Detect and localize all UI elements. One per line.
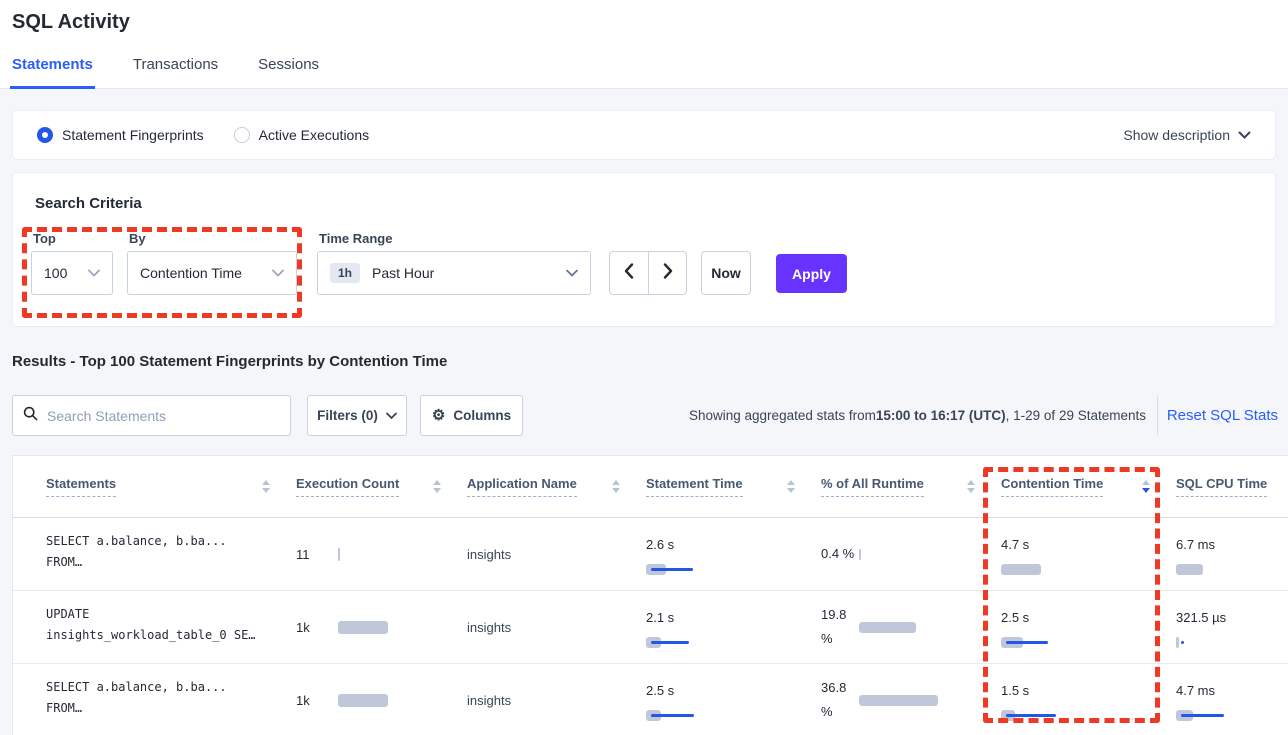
radio-selected-icon[interactable] <box>37 127 53 143</box>
columns-button[interactable]: ⚙ Columns <box>420 395 523 436</box>
table-row: UPDATE insights_workload_table_0 SE… 1k … <box>13 591 1288 664</box>
execution-count-cell: 1k <box>296 664 467 735</box>
contention-time-cell: 4.7 s <box>1001 518 1176 590</box>
time-range-badge: 1h <box>330 263 361 283</box>
table-header-row: Statements Execution Count Application N… <box>13 456 1288 518</box>
sort-icon[interactable] <box>262 480 270 493</box>
column-header-sql-cpu-time[interactable]: SQL CPU Time <box>1176 456 1288 517</box>
next-time-range-button[interactable] <box>648 252 686 294</box>
statements-table: Statements Execution Count Application N… <box>12 455 1288 735</box>
chevron-down-icon <box>1238 131 1251 140</box>
results-heading: Results - Top 100 Statement Fingerprints… <box>12 353 448 370</box>
contention-time-cell: 2.5 s <box>1001 591 1176 663</box>
sort-icon[interactable] <box>612 480 620 493</box>
column-header-statement-time[interactable]: Statement Time <box>646 456 821 517</box>
pct-runtime-bar <box>859 621 969 633</box>
sql-cpu-time-cell: 321.5 µs <box>1176 591 1288 663</box>
statement-link[interactable]: SELECT a.balance, b.ba... FROM… <box>46 680 227 715</box>
application-name-cell: insights <box>467 546 512 562</box>
sql-cpu-time-bar <box>1176 637 1286 648</box>
column-header-statements[interactable]: Statements <box>46 456 296 517</box>
radio-unselected-icon[interactable] <box>233 127 250 143</box>
chevron-right-icon <box>663 262 673 284</box>
sort-icon[interactable] <box>787 480 795 493</box>
sort-icon-active-desc[interactable] <box>1142 480 1150 493</box>
previous-time-range-button[interactable] <box>610 252 648 294</box>
pct-runtime-cell: 0.4 % <box>821 518 1001 590</box>
pct-runtime-cell: 19.8 % <box>821 591 1001 663</box>
tab-statements[interactable]: Statements <box>10 56 95 89</box>
pct-runtime-bar <box>859 548 969 560</box>
execution-count-bar <box>338 547 448 561</box>
search-criteria-title: Search Criteria <box>35 195 142 212</box>
statement-time-cell: 2.5 s <box>646 664 821 735</box>
contention-time-cell: 1.5 s <box>1001 664 1176 735</box>
application-name-cell: insights <box>467 619 512 635</box>
statement-time-bar <box>646 710 756 721</box>
by-label: By <box>129 231 146 246</box>
view-toggle-bar: Statement Fingerprints Active Executions… <box>12 110 1276 160</box>
table-toolbar: Filters (0) ⚙ Columns Showing aggregated… <box>12 395 1278 436</box>
sort-icon[interactable] <box>433 480 441 493</box>
statement-time-cell: 2.6 s <box>646 518 821 590</box>
chevron-down-icon <box>88 269 100 277</box>
application-name-cell: insights <box>467 692 512 708</box>
execution-count-cell: 11 <box>296 518 467 590</box>
by-select[interactable]: Contention Time <box>127 251 297 295</box>
contention-time-bar <box>1001 710 1111 721</box>
statement-time-bar <box>646 637 756 648</box>
contention-time-bar <box>1001 564 1111 575</box>
execution-count-cell: 1k <box>296 591 467 663</box>
toolbar-divider <box>1157 396 1158 435</box>
pct-runtime-bar <box>859 694 969 706</box>
table-row: SELECT a.balance, b.ba... FROM… 11 insig… <box>13 518 1288 591</box>
search-criteria-card: Search Criteria Top 100 By Contention Ti… <box>12 172 1276 327</box>
pct-runtime-cell: 36.8 % <box>821 664 1001 735</box>
time-range-select[interactable]: 1h Past Hour <box>317 251 591 295</box>
show-description-toggle[interactable]: Show description <box>1123 127 1251 143</box>
statement-link[interactable]: UPDATE insights_workload_table_0 SE… <box>46 607 256 642</box>
time-range-pager <box>609 251 687 295</box>
tab-bar: Statements Transactions Sessions <box>10 56 321 89</box>
top-select[interactable]: 100 <box>31 251 113 295</box>
column-header-execution-count[interactable]: Execution Count <box>296 456 467 517</box>
chevron-down-icon <box>272 269 284 277</box>
sql-cpu-time-bar <box>1176 564 1286 575</box>
apply-button[interactable]: Apply <box>776 254 847 293</box>
chevron-down-icon <box>385 408 397 423</box>
statement-time-bar <box>646 564 756 575</box>
search-statements-field[interactable] <box>12 395 291 436</box>
column-header-application-name[interactable]: Application Name <box>467 456 646 517</box>
radio-statement-fingerprints[interactable]: Statement Fingerprints <box>37 127 204 143</box>
search-input[interactable] <box>47 407 280 424</box>
page-header: SQL Activity Statements Transactions Ses… <box>0 0 1288 89</box>
page-title: SQL Activity <box>12 11 130 33</box>
contention-time-bar <box>1001 637 1111 648</box>
top-label: Top <box>33 231 56 246</box>
tab-sessions[interactable]: Sessions <box>258 56 320 73</box>
sql-cpu-time-cell: 4.7 ms <box>1176 664 1288 735</box>
aggregated-stats-text: Showing aggregated stats from 15:00 to 1… <box>689 408 1146 423</box>
chevron-left-icon <box>624 262 634 284</box>
sql-cpu-time-bar <box>1176 710 1286 721</box>
execution-count-bar <box>338 693 448 707</box>
search-icon <box>23 406 38 426</box>
statement-time-cell: 2.1 s <box>646 591 821 663</box>
filters-button[interactable]: Filters (0) <box>307 395 407 436</box>
statement-link[interactable]: SELECT a.balance, b.ba... FROM… <box>46 534 227 569</box>
table-row: SELECT a.balance, b.ba... FROM… 1k insig… <box>13 664 1288 735</box>
time-range-label: Time Range <box>319 231 393 246</box>
tab-transactions[interactable]: Transactions <box>132 56 219 73</box>
now-button[interactable]: Now <box>701 251 751 295</box>
reset-sql-stats-link[interactable]: Reset SQL Stats <box>1166 407 1278 424</box>
gear-icon: ⚙ <box>431 407 446 424</box>
column-header-pct-runtime[interactable]: % of All Runtime <box>821 456 1001 517</box>
execution-count-bar <box>338 620 448 634</box>
radio-active-executions[interactable]: Active Executions <box>233 127 369 143</box>
sort-icon[interactable] <box>967 480 975 493</box>
sql-cpu-time-cell: 6.7 ms <box>1176 518 1288 590</box>
column-header-contention-time[interactable]: Contention Time <box>1001 456 1176 517</box>
chevron-down-icon <box>566 269 578 277</box>
